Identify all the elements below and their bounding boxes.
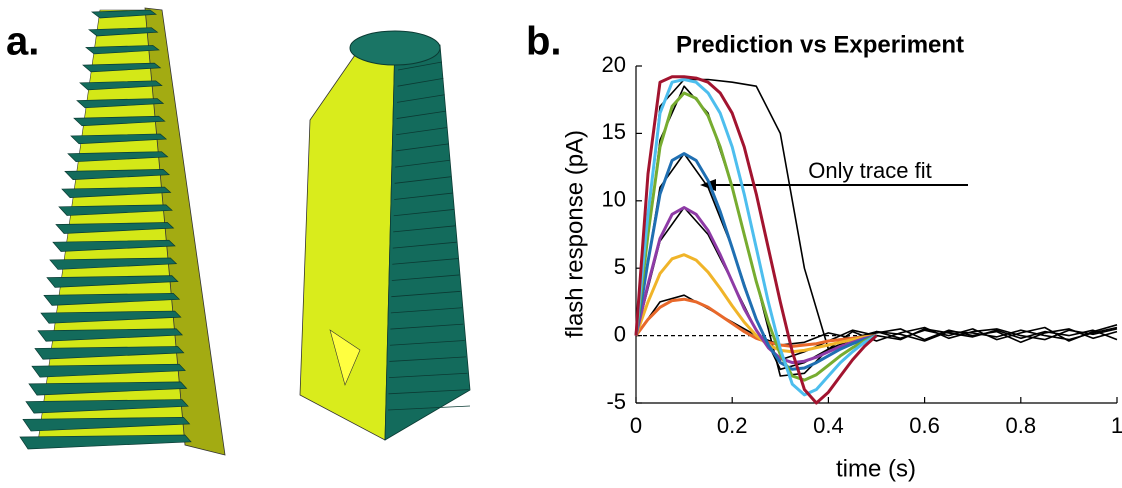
mesh-disc [76,98,165,109]
panel-label: a. [6,20,39,64]
mesh-disc [88,27,159,37]
y-tick-label: 5 [614,254,626,279]
mesh-disc [25,399,189,414]
mesh-ridge [396,94,445,103]
y-axis-label: flash response (pA) [561,130,588,338]
series-line [634,152,877,371]
mesh-ridge [395,159,451,168]
mesh-ridge [389,356,467,362]
right-cone-side [384,39,471,441]
mesh-disc [90,9,157,19]
mesh-disc [85,45,160,55]
panel-label: b. [526,20,562,64]
mesh-disc [40,310,182,324]
mesh-disc [43,292,181,306]
mesh-disc [82,62,162,73]
mesh-ridge [390,323,464,330]
x-tick-label: 0.2 [717,413,748,438]
mesh-ridge [389,340,465,346]
mesh-disc [46,275,179,288]
series-line [634,253,877,354]
right-cone-face [299,39,396,441]
mesh-ridge [397,77,444,87]
mesh-ridge [395,143,449,152]
mesh-ridge [392,258,459,265]
series-line [634,75,878,405]
chart-title: Prediction vs Experiment [676,31,964,58]
mesh-ridge [396,127,448,136]
mesh-disc [22,416,191,432]
y-tick-label: 10 [602,187,626,212]
mesh-disc [79,80,163,91]
right-cone-highlight [329,329,361,386]
series-line [635,152,1118,371]
mesh-disc [34,346,185,360]
y-tick-label: 15 [602,119,626,144]
mesh-ridge [392,241,457,249]
mesh-disc [19,434,192,450]
series-line [634,91,878,382]
mesh-disc [67,151,169,163]
mesh-ridge [388,389,469,395]
y-tick-label: -5 [606,389,626,414]
x-tick-label: 0.8 [1006,413,1037,438]
mesh-disc [55,222,175,234]
x-tick-label: 0 [630,413,642,438]
mesh-disc [73,115,166,127]
mesh-disc [58,204,173,216]
mesh-ridge [396,110,447,119]
series-line [634,206,877,365]
mesh-ridge [391,274,460,281]
mesh-ridge [397,61,443,71]
y-tick-label: 0 [614,321,626,346]
mesh-ridge [393,225,456,233]
mesh-ridge [391,290,461,298]
y-tick-label: 20 [602,52,626,77]
right-cone-top [349,30,441,66]
mesh-disc [52,239,176,252]
annotation: Only trace fit [808,158,931,183]
series-line [634,297,877,348]
mesh-ridge [394,176,452,184]
mesh-disc [49,257,178,270]
x-tick-label: 0.4 [813,413,844,438]
mesh-disc [37,328,184,342]
mesh-ridge [388,372,468,379]
mesh-renderings [19,7,471,456]
x-axis-label: time (s) [836,455,916,482]
mesh-disc [61,186,172,198]
mesh-disc [70,133,168,145]
mesh-ridge [394,192,453,200]
mesh-ridge [390,307,463,314]
mesh-disc [31,363,186,378]
x-tick-label: 0.6 [909,413,940,438]
x-tick-label: 1 [1111,413,1122,438]
mesh-ridge [387,405,471,411]
mesh-disc [64,169,170,180]
mesh-ridge [393,209,455,217]
series-line [634,78,878,397]
mesh-disc [28,381,188,396]
